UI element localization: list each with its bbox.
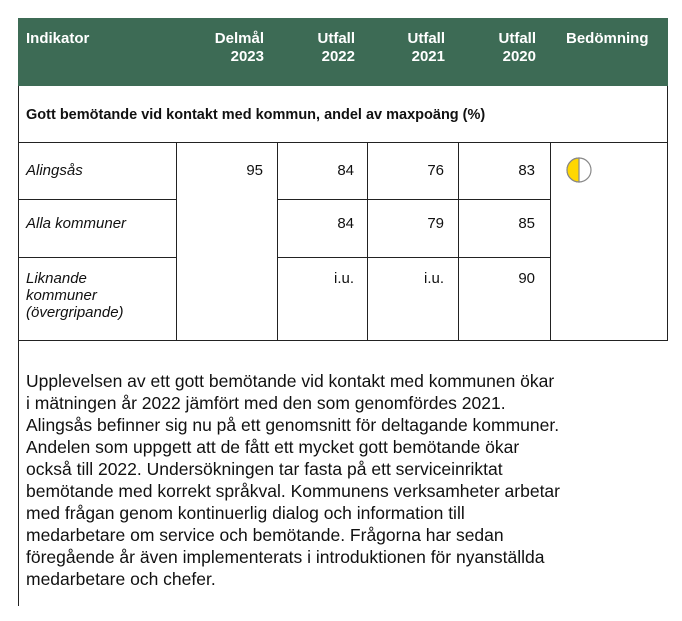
paragraph-line: föregående år även implementerats i intr… — [26, 547, 545, 567]
assessment-icon — [566, 157, 592, 183]
border — [176, 142, 177, 340]
border — [277, 257, 550, 258]
cell: 83 — [518, 162, 535, 179]
border — [277, 142, 278, 340]
border — [18, 142, 668, 143]
cell: 90 — [518, 270, 535, 287]
header-cell: Utfall 2020 — [498, 30, 537, 65]
row-label: Alingsås — [26, 162, 83, 179]
section-title: Gott bemötande vid kontakt med kommun, a… — [26, 107, 486, 123]
border — [18, 86, 19, 606]
header-cell: Utfall 2022 — [317, 30, 356, 65]
cell: 84 — [337, 162, 354, 179]
cell: 84 — [337, 215, 354, 232]
cell: i.u. — [423, 270, 444, 287]
border — [277, 199, 550, 200]
cell: 95 — [246, 162, 263, 179]
paragraph-line: bemötande med korrekt språkval. Kommunen… — [26, 481, 560, 501]
border — [667, 86, 668, 341]
paragraph-line: Andelen som uppgett att de fått ett myck… — [26, 437, 520, 457]
header-cell: Delmål 2023 — [214, 30, 264, 65]
paragraph: Upplevelsen av ett gott bemötande vid ko… — [26, 370, 676, 590]
header-cell: Utfall 2021 — [407, 30, 446, 65]
row-label: Liknande kommuner (övergripande) — [26, 270, 124, 321]
border — [550, 142, 551, 340]
cell: 79 — [427, 215, 444, 232]
header-cell: Indikator — [26, 30, 90, 47]
paragraph-line: medarbetare om service och bemötande. Fr… — [26, 525, 504, 545]
paragraph-line: också till 2022. Undersökningen tar fast… — [26, 459, 503, 479]
cell: 85 — [518, 215, 535, 232]
header-cell: Bedömning — [566, 30, 649, 47]
border — [367, 142, 368, 340]
paragraph-line: Alingsås befinner sig nu på ett genomsni… — [26, 415, 560, 435]
border — [458, 142, 459, 340]
paragraph-line: med frågan genom kontinuerlig dialog och… — [26, 503, 465, 523]
paragraph-line: Upplevelsen av ett gott bemötande vid ko… — [26, 371, 555, 391]
paragraph-line: medarbetare och chefer. — [26, 569, 216, 589]
border — [18, 199, 176, 200]
paragraph-line: i mätningen år 2022 jämfört med den som … — [26, 393, 506, 413]
cell: i.u. — [333, 270, 354, 287]
cell: 76 — [427, 162, 444, 179]
row-label: Alla kommuner — [26, 215, 127, 232]
header-bar — [18, 18, 668, 86]
icon-half — [566, 157, 580, 183]
border — [18, 340, 668, 341]
border — [18, 257, 176, 258]
